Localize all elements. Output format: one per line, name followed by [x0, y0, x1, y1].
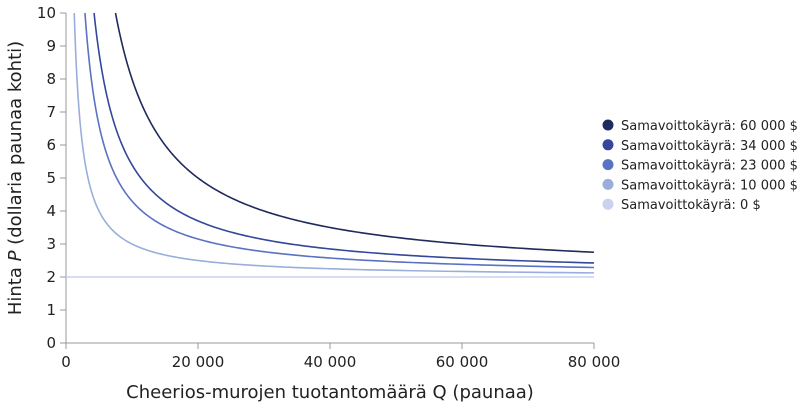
legend-label: Samavoittokäyrä: 10 000 $	[621, 178, 798, 193]
y-tick-label: 5	[46, 169, 56, 187]
y-tick-label: 1	[46, 301, 56, 319]
isoprofit-curve-60000	[114, 12, 595, 254]
x-tick-label: 80 000	[568, 353, 621, 371]
isoprofit-curve-34000	[93, 12, 595, 264]
y-tick-label: 9	[46, 37, 56, 55]
legend-swatch	[602, 119, 614, 131]
isoprofit-curve-10000	[73, 12, 595, 274]
legend-item: Samavoittokäyrä: 23 000 $	[602, 159, 798, 174]
y-tick-label: 0	[46, 334, 56, 352]
y-tick-label: 7	[46, 103, 56, 121]
y-axis-label: Hinta P (dollaria paunaa kohti)	[5, 41, 26, 315]
legend-item: Samavoittokäyrä: 60 000 $	[602, 119, 798, 134]
legend-item: Samavoittokäyrä: 0 $	[602, 198, 761, 213]
x-tick-label: 20 000	[172, 353, 225, 371]
legend-label: Samavoittokäyrä: 0 $	[621, 198, 761, 213]
y-tick-label: 6	[46, 136, 56, 154]
isoprofit-curve-23000	[84, 12, 595, 269]
legend-item: Samavoittokäyrä: 34 000 $	[602, 139, 798, 154]
x-tick-label: 0	[61, 353, 71, 371]
curves	[66, 12, 595, 278]
y-tick-label: 3	[46, 235, 56, 253]
y-tick-label: 4	[46, 202, 56, 220]
legend-label: Samavoittokäyrä: 60 000 $	[621, 119, 798, 134]
legend-swatch	[602, 178, 614, 190]
y-tick-label: 2	[46, 268, 56, 286]
x-tick-label: 40 000	[304, 353, 357, 371]
legend-label: Samavoittokäyrä: 34 000 $	[621, 139, 798, 154]
y-tick-label: 10	[37, 4, 56, 22]
legend-swatch	[602, 159, 614, 171]
y-tick-label: 8	[46, 70, 56, 88]
legend-item: Samavoittokäyrä: 10 000 $	[602, 178, 798, 193]
legend-swatch	[602, 198, 614, 210]
x-axis-label: Cheerios-murojen tuotantomäärä Q (paunaa…	[126, 382, 534, 403]
x-tick-label: 60 000	[436, 353, 489, 371]
axes: 0 1 2 3 4 5 6 7 8 9 10 0 20 000 40 000 60 000 80 000	[37, 4, 620, 371]
legend: Samavoittokäyrä: 60 000 $ Samavoittokäyrä…	[602, 119, 798, 213]
legend-swatch	[602, 139, 614, 151]
legend-label: Samavoittokäyrä: 23 000 $	[621, 159, 798, 174]
